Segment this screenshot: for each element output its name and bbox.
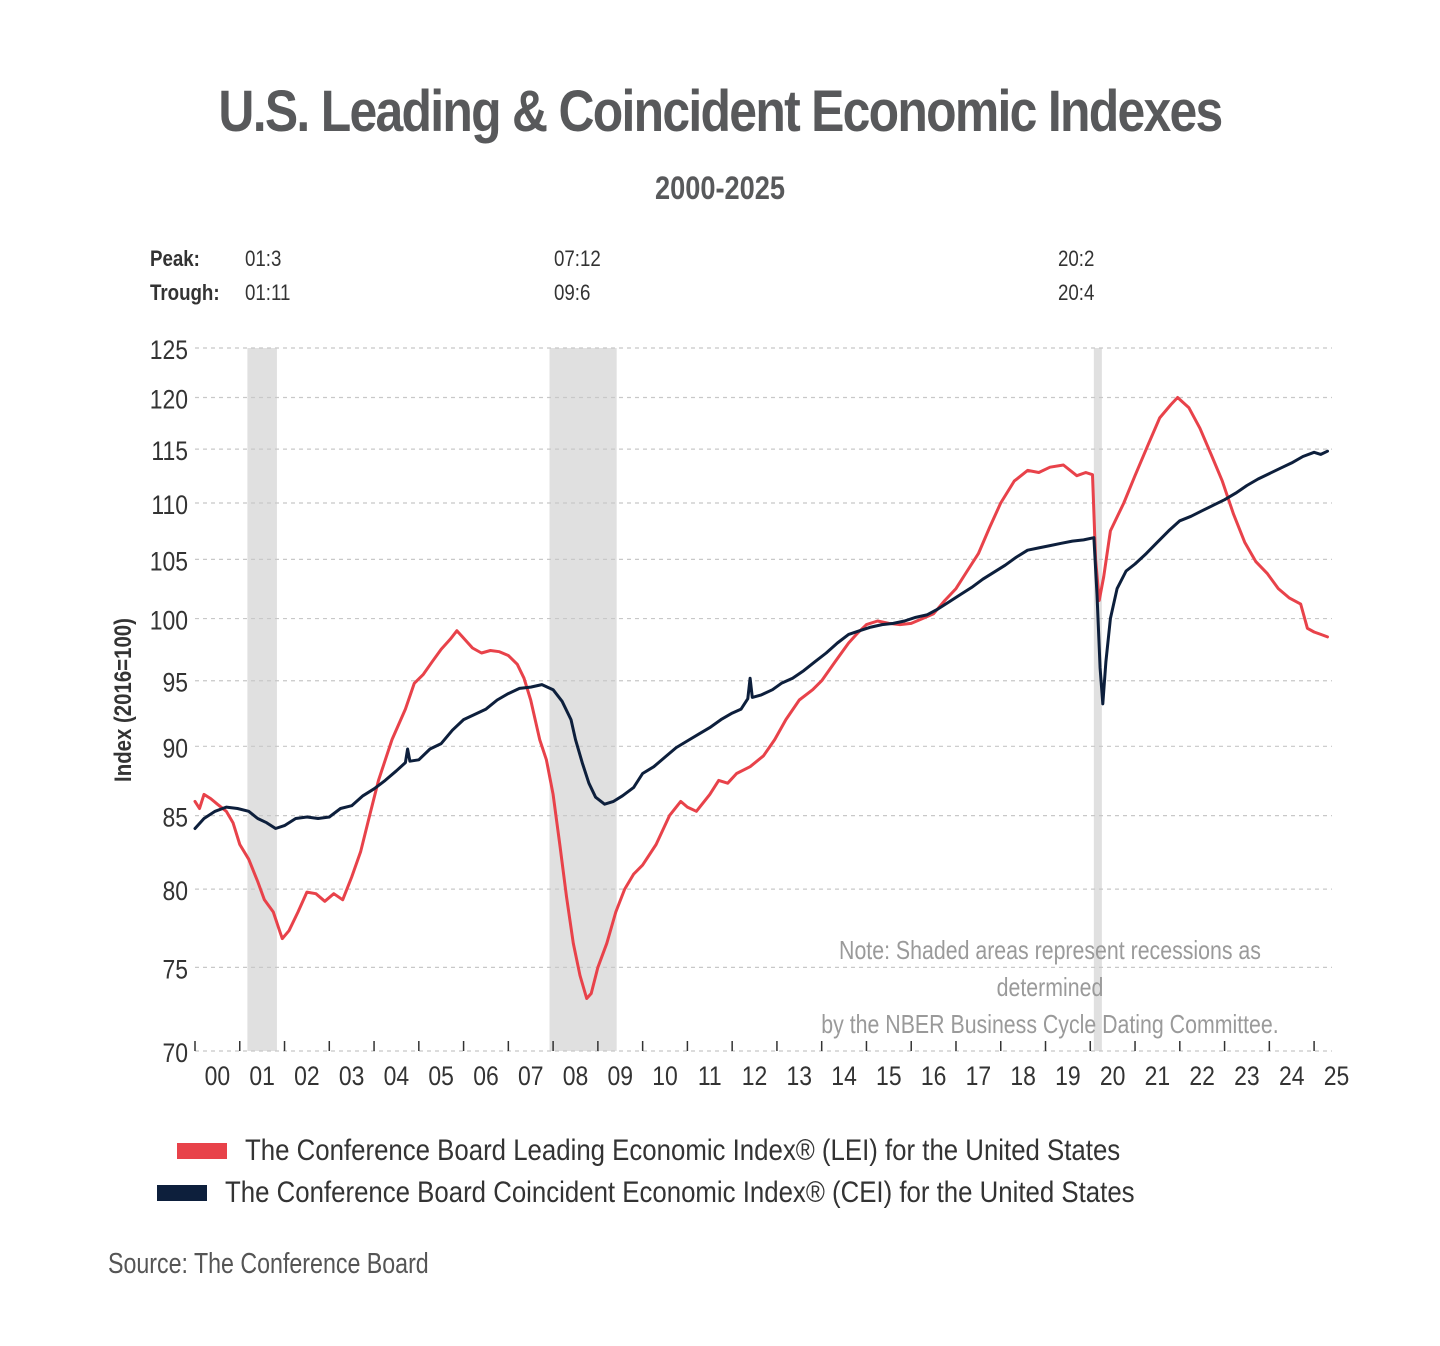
x-tick-label: 17 xyxy=(966,1061,992,1091)
recession-2-peak: 07:12 xyxy=(554,246,601,271)
y-tick-label: 100 xyxy=(150,606,188,636)
gridlines xyxy=(195,347,1332,968)
x-tick-label: 20 xyxy=(1100,1061,1126,1091)
x-tick-label: 09 xyxy=(607,1061,633,1091)
x-tick-label: 18 xyxy=(1010,1061,1036,1091)
x-tick-label: 01 xyxy=(249,1061,275,1091)
note-line-2: by the NBER Business Cycle Dating Commit… xyxy=(821,1009,1279,1039)
legend-swatch-cei xyxy=(157,1185,208,1201)
y-tick-label: 110 xyxy=(151,490,188,520)
chart-note: Note: Shaded areas represent recessions … xyxy=(820,932,1279,1043)
trough-label: Trough: xyxy=(150,280,220,305)
recession-3-trough: 20:4 xyxy=(1058,280,1095,305)
x-tick-label: 03 xyxy=(339,1061,365,1091)
recession-band-3 xyxy=(1093,348,1102,1051)
y-tick-label: 125 xyxy=(150,335,188,365)
x-tick-label: 04 xyxy=(384,1061,410,1091)
x-tick-label: 22 xyxy=(1189,1061,1215,1091)
y-tick-label: 75 xyxy=(162,955,188,985)
x-tick-label: 13 xyxy=(787,1061,813,1091)
x-tick-label: 05 xyxy=(428,1061,454,1091)
x-tick-label: 06 xyxy=(473,1061,499,1091)
series-line-cei xyxy=(193,449,1329,830)
y-tick-label: 95 xyxy=(162,668,188,698)
x-tick-label: 08 xyxy=(563,1061,589,1091)
legend-entry-cei: The Conference Board Coincident Economic… xyxy=(0,1176,1440,1210)
x-tick-label: 14 xyxy=(831,1061,857,1091)
recession-3-peak: 20:2 xyxy=(1058,246,1095,271)
legend-label-lei: The Conference Board Leading Economic In… xyxy=(245,1134,1121,1167)
legend-label-cei: The Conference Board Coincident Economic… xyxy=(225,1176,1135,1209)
x-tick-label: 16 xyxy=(921,1061,947,1091)
recession-2-trough: 09:6 xyxy=(554,280,591,305)
x-tick-label: 10 xyxy=(652,1061,678,1091)
recession-1-trough: 01:11 xyxy=(245,280,291,305)
series-line-lei xyxy=(193,396,1329,1000)
x-tick-label: 11 xyxy=(698,1061,722,1091)
x-tick-label: 07 xyxy=(518,1061,544,1091)
chart-title: U.S. Leading & Coincident Economic Index… xyxy=(218,79,1223,144)
x-tick-label: 00 xyxy=(205,1061,231,1091)
x-tick-label: 25 xyxy=(1324,1061,1350,1091)
x-tick-label: 15 xyxy=(876,1061,902,1091)
y-tick-label: 120 xyxy=(150,385,188,415)
recession-1-peak: 01:3 xyxy=(245,246,282,271)
x-tick-label: 23 xyxy=(1234,1061,1260,1091)
y-tick-label: 85 xyxy=(162,803,188,833)
x-tick-label: 12 xyxy=(742,1061,768,1091)
series-lines xyxy=(193,396,1329,1000)
chart-subtitle: 2000-2025 xyxy=(654,170,786,206)
x-tick-label: 21 xyxy=(1145,1061,1171,1091)
axes: 70 75 80 85 90 95 100 105 110 115 120 125 00 01 02 03 04… xyxy=(150,335,1350,1091)
x-tick-label: 19 xyxy=(1055,1061,1081,1091)
x-tick-label: 24 xyxy=(1279,1061,1305,1091)
y-tick-label: 80 xyxy=(162,876,188,906)
legend-entry-lei: The Conference Board Leading Economic In… xyxy=(0,1134,1440,1168)
peak-label: Peak: xyxy=(150,246,200,271)
source-note: Source: The Conference Board xyxy=(108,1248,429,1280)
line-chart: 70 75 80 85 90 95 100 105 110 115 120 125 00 01 02 03 04… xyxy=(150,335,1350,1091)
legend-swatch-lei xyxy=(177,1143,228,1159)
recession-band-1 xyxy=(247,348,277,1051)
x-tick-label: 02 xyxy=(294,1061,320,1091)
y-tick-label: 115 xyxy=(151,436,188,466)
y-tick-label: 105 xyxy=(150,547,188,577)
y-tick-label: 90 xyxy=(162,734,188,764)
y-tick-label: 70 xyxy=(162,1038,188,1068)
note-line-1: Note: Shaded areas represent recessions … xyxy=(839,935,1261,1002)
